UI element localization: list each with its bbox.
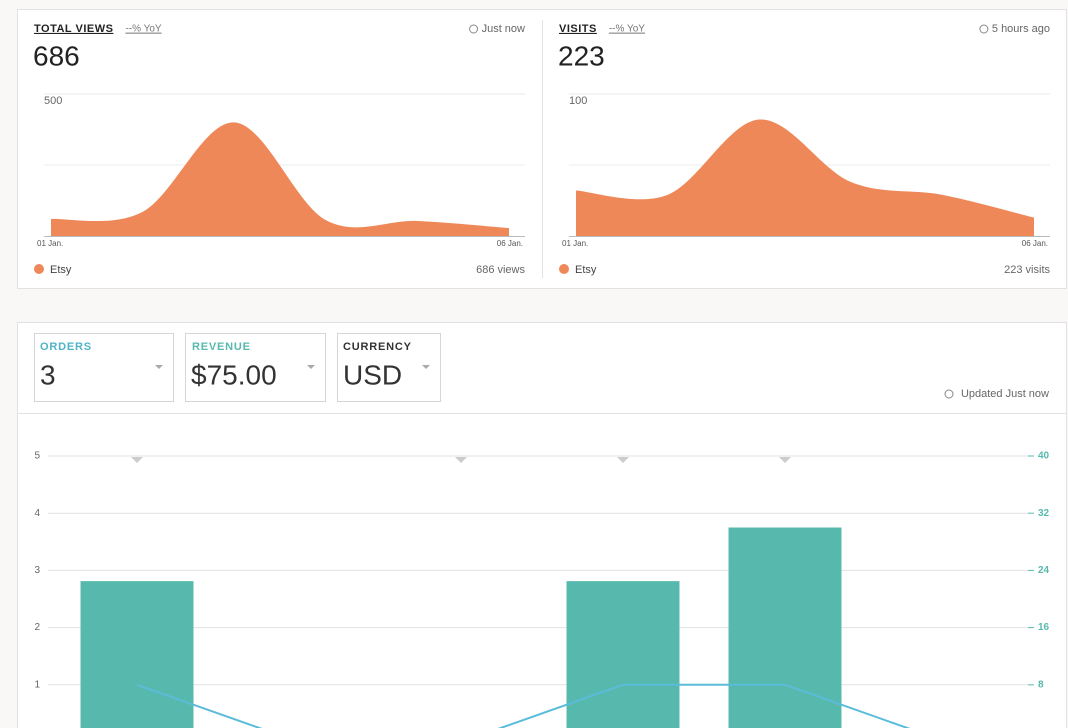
dropdown-arrow <box>307 365 315 369</box>
y-tick-label: 3 <box>34 565 40 576</box>
currency-select[interactable] <box>337 333 441 402</box>
yoy: --% YoY <box>609 24 645 35</box>
y-tick-label: 4 <box>34 508 40 519</box>
updated: 5 hours ago <box>992 23 1050 35</box>
x-tick-label: 01 Jan. <box>562 239 588 248</box>
orders-select[interactable] <box>34 333 174 402</box>
y2-tick-label: 32 <box>1038 508 1050 519</box>
revenue-select[interactable] <box>185 333 326 402</box>
y2-tick-label: 40 <box>1038 451 1050 462</box>
panel-title: TOTAL VIEWS <box>34 23 113 35</box>
annotation-markers <box>131 457 791 463</box>
selector-value: $75.00 <box>191 359 277 390</box>
y-tick-label: 1 <box>34 679 40 690</box>
selector-label: REVENUE <box>192 341 251 353</box>
yoy: --% YoY <box>125 24 161 35</box>
legend-label: Etsy <box>575 264 597 276</box>
legend-dot <box>34 264 44 274</box>
y-tick-label: 100 <box>569 95 587 107</box>
y2-tick-label: 16 <box>1038 622 1050 633</box>
x-tick-label: 06 Jan. <box>1022 239 1048 248</box>
legend-label: Etsy <box>50 264 72 276</box>
x-tick-label: 01 Jan. <box>37 239 63 248</box>
footer: 223 visits <box>1004 264 1050 276</box>
dropdown-arrow <box>155 365 163 369</box>
dropdown-arrow <box>422 365 430 369</box>
clock-icon <box>469 24 479 34</box>
clock-icon <box>979 24 989 34</box>
bar <box>566 581 680 728</box>
x-tick-label: 06 Jan. <box>497 239 523 248</box>
y-tick-label: 5 <box>34 451 40 462</box>
total: 686 <box>33 40 80 71</box>
line <box>136 683 911 728</box>
area <box>576 119 1034 236</box>
y2-tick-label: 24 <box>1038 565 1050 576</box>
bar <box>80 581 194 728</box>
updated: Just now <box>482 23 525 35</box>
selector-label: ORDERS <box>40 341 92 353</box>
selector-value: 3 <box>40 359 56 390</box>
selector-value: USD <box>343 359 402 390</box>
footer: 686 views <box>476 264 525 276</box>
y2-tick-label: 8 <box>1038 679 1044 690</box>
clock-icon <box>944 389 954 399</box>
selector-label: CURRENCY <box>343 341 412 353</box>
total: 223 <box>558 40 605 71</box>
panel-title: VISITS <box>559 23 597 35</box>
area <box>51 122 509 236</box>
updated-note: Updated Just now <box>961 388 1049 400</box>
y-tick-label: 500 <box>44 95 62 107</box>
bar <box>728 527 842 728</box>
legend-dot <box>559 264 569 274</box>
y-tick-label: 2 <box>34 622 40 633</box>
